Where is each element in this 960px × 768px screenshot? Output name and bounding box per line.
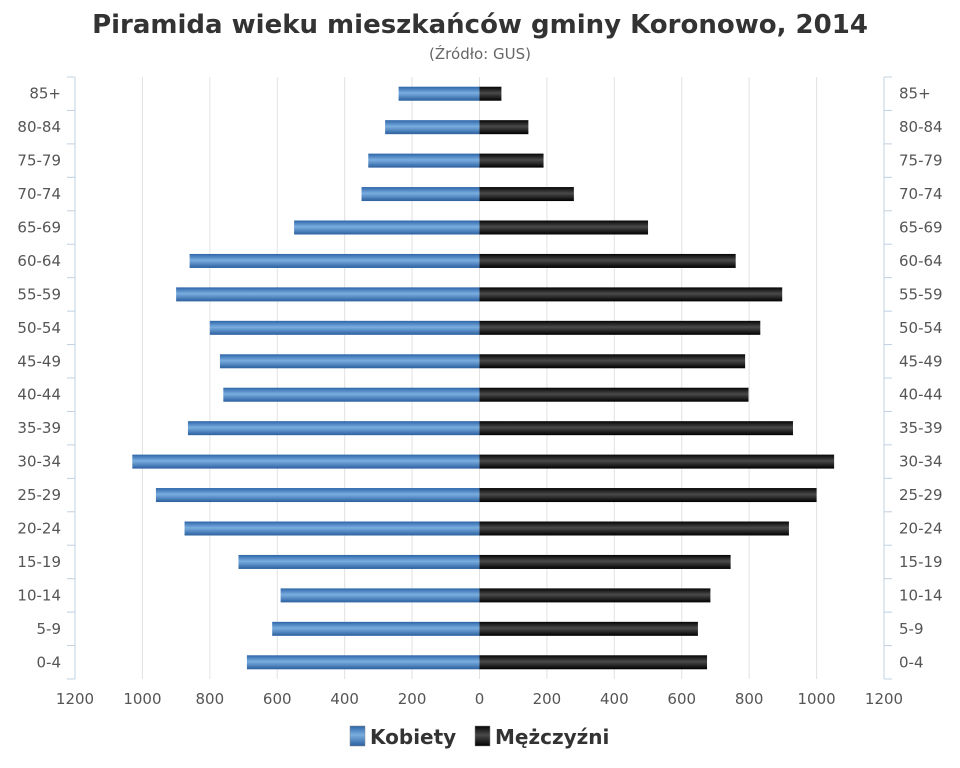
bar-kobiety-25-29[interactable] [155,488,480,503]
x-tick-label: 1200 [865,690,903,708]
category-label-right: 15-19 [899,553,943,571]
bar-mezczyzni-25-29[interactable] [479,488,817,503]
category-label-right: 20-24 [899,520,943,538]
x-tick-label: 600 [667,690,696,708]
category-label-left: 25-29 [17,486,61,504]
category-label-left: 35-39 [17,419,61,437]
x-tick-label: 600 [263,690,292,708]
bar-kobiety-85+[interactable] [398,86,480,101]
x-tick-label: 1000 [123,690,161,708]
category-label-right: 30-34 [899,453,943,471]
category-label-left: 75-79 [17,152,61,170]
bar-mezczyzni-30-34[interactable] [479,454,835,469]
bar-mezczyzni-10-14[interactable] [479,588,711,603]
bar-kobiety-65-69[interactable] [294,220,480,235]
bar-mezczyzni-5-9[interactable] [479,621,698,636]
category-labels: 85+ 85+ 80-84 80-84 75-79 75-79 70-74 70-74 65-6… [17,85,942,672]
bar-mezczyzni-60-64[interactable] [479,253,736,268]
legend-swatch-kobiety[interactable] [349,725,366,747]
category-label-left: 10-14 [17,586,61,604]
x-tick-label: 800 [735,690,764,708]
bar-mezczyzni-15-19[interactable] [479,554,731,569]
chart-subtitle: (Źródło: GUS) [429,44,531,63]
bar-mezczyzni-35-39[interactable] [479,421,793,436]
category-label-right: 80-84 [899,118,943,136]
category-label-left: 60-64 [17,252,61,270]
bar-kobiety-30-34[interactable] [132,454,480,469]
bar-mezczyzni-85+[interactable] [479,86,502,101]
category-label-left: 55-59 [17,285,61,303]
bar-mezczyzni-40-44[interactable] [479,387,749,402]
bar-kobiety-60-64[interactable] [189,253,480,268]
x-tick-label: 400 [600,690,629,708]
x-tick-label: 800 [196,690,225,708]
bar-mezczyzni-65-69[interactable] [479,220,649,235]
category-label-left: 0-4 [37,653,62,671]
bar-kobiety-35-39[interactable] [187,421,480,436]
category-label-left: 20-24 [17,520,61,538]
category-label-left: 70-74 [17,185,61,203]
legend-label-kobiety[interactable]: Kobiety [370,725,456,749]
category-label-right: 40-44 [899,386,943,404]
bar-mezczyzni-80-84[interactable] [479,120,529,135]
category-label-right: 10-14 [899,586,943,604]
bar-mezczyzni-75-79[interactable] [479,153,544,168]
bar-kobiety-50-54[interactable] [209,320,480,335]
category-label-right: 5-9 [899,620,924,638]
x-tick-label: 1000 [797,690,835,708]
bar-kobiety-55-59[interactable] [176,287,480,302]
category-label-left: 40-44 [17,386,61,404]
bar-kobiety-20-24[interactable] [184,521,480,536]
category-label-left: 30-34 [17,453,61,471]
x-tick-label: 200 [398,690,427,708]
category-label-left: 80-84 [17,118,61,136]
category-label-right: 50-54 [899,319,943,337]
bar-mezczyzni-20-24[interactable] [479,521,789,536]
legend-label-mezczyzni[interactable]: Mężczyźni [495,725,609,749]
category-label-right: 65-69 [899,219,943,237]
x-tick-label: 200 [533,690,562,708]
bar-mezczyzni-55-59[interactable] [479,287,783,302]
bar-kobiety-15-19[interactable] [238,554,480,569]
legend-swatch-mezczyzni[interactable] [474,725,491,747]
category-label-right: 75-79 [899,152,943,170]
bar-mezczyzni-45-49[interactable] [479,354,746,369]
bar-kobiety-40-44[interactable] [223,387,480,402]
bar-mezczyzni-70-74[interactable] [479,187,574,202]
category-label-right: 25-29 [899,486,943,504]
bar-kobiety-80-84[interactable] [385,120,480,135]
legend: Kobiety Mężczyźni [349,725,609,749]
chart-title: Piramida wieku mieszkańców gminy Koronow… [92,10,868,40]
category-label-left: 45-49 [17,352,61,370]
x-axis-ticks: 1200 1000 800 600 400 200 0 200 400 600 800 1000 120… [56,690,903,708]
bar-mezczyzni-50-54[interactable] [479,320,761,335]
x-tick-label: 0 [475,690,485,708]
axes [67,76,892,680]
category-label-right: 55-59 [899,285,943,303]
x-tick-label: 400 [330,690,359,708]
category-label-left: 65-69 [17,219,61,237]
bar-kobiety-70-74[interactable] [361,187,480,202]
category-label-right: 70-74 [899,185,943,203]
category-label-right: 45-49 [899,352,943,370]
category-label-right: 60-64 [899,252,943,270]
category-label-right: 35-39 [899,419,943,437]
category-label-left: 85+ [29,85,61,103]
bar-kobiety-5-9[interactable] [272,621,480,636]
category-label-right: 85+ [899,85,931,103]
category-label-left: 5-9 [37,620,62,638]
bar-kobiety-45-49[interactable] [219,354,480,369]
category-label-left: 15-19 [17,553,61,571]
bars [132,86,835,670]
category-label-left: 50-54 [17,319,61,337]
bar-mezczyzni-0-4[interactable] [479,655,708,670]
bar-kobiety-75-79[interactable] [368,153,480,168]
bar-kobiety-0-4[interactable] [246,655,480,670]
category-label-right: 0-4 [899,653,924,671]
bar-kobiety-10-14[interactable] [280,588,480,603]
x-tick-label: 1200 [56,690,94,708]
